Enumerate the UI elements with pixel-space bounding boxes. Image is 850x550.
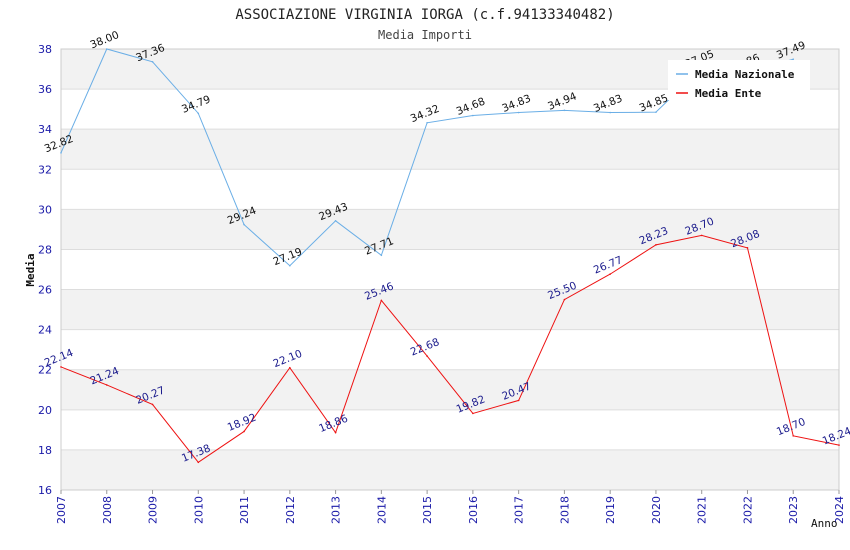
x-tick-label: 2014 xyxy=(375,496,388,524)
x-tick-label: 2009 xyxy=(147,496,160,524)
data-point xyxy=(289,366,291,369)
y-tick-label: 26 xyxy=(38,284,52,297)
data-point xyxy=(243,223,245,226)
y-tick-label: 36 xyxy=(38,83,52,96)
data-point xyxy=(517,399,520,402)
data-point xyxy=(105,48,108,50)
y-tick-label: 32 xyxy=(38,163,52,176)
x-tick-label: 2018 xyxy=(558,496,571,524)
legend: Media Nazionale Media Ente xyxy=(668,60,810,100)
x-tick-label: 2013 xyxy=(330,496,343,524)
plot-frame xyxy=(60,48,840,491)
x-tick-label: 2024 xyxy=(833,496,846,524)
y-tick-label: 24 xyxy=(38,324,52,337)
data-point xyxy=(700,234,703,237)
x-tick-label: 2020 xyxy=(650,496,663,524)
data-point xyxy=(60,152,62,154)
x-tick-label: 2007 xyxy=(55,496,68,524)
plot-band xyxy=(61,129,839,170)
x-tick-label: 2015 xyxy=(421,496,434,524)
data-label: 22.10 xyxy=(272,348,304,370)
data-point xyxy=(197,461,200,464)
data-label: 34.83 xyxy=(592,93,624,115)
data-label: 34.79 xyxy=(180,93,212,115)
data-point xyxy=(609,273,611,275)
data-point xyxy=(426,355,428,357)
y-tick-label: 34 xyxy=(38,123,52,136)
y-tick-label: 20 xyxy=(38,404,52,417)
x-tick-label: 2017 xyxy=(513,496,526,524)
data-point xyxy=(472,412,474,415)
data-label: 18.86 xyxy=(317,413,350,436)
y-tick-label: 18 xyxy=(38,444,52,457)
legend-background xyxy=(668,60,810,100)
series-line-1 xyxy=(60,234,840,464)
x-tick-label: 2008 xyxy=(101,496,114,524)
x-tick-label: 2021 xyxy=(696,496,709,524)
data-point xyxy=(746,247,749,249)
data-point xyxy=(334,431,337,434)
y-tick-label: 38 xyxy=(38,43,52,56)
data-point xyxy=(655,244,657,246)
data-label: 26.77 xyxy=(592,254,624,276)
data-point xyxy=(792,58,795,61)
y-tick-label: 30 xyxy=(38,203,52,216)
y-tick-label: 22 xyxy=(38,364,52,377)
plot-band xyxy=(61,449,839,490)
data-label: 38.00 xyxy=(88,29,120,51)
legend-label-media-ente: Media Ente xyxy=(695,87,762,100)
chart-subtitle: Media Importi xyxy=(378,28,472,42)
x-tick-label: 2012 xyxy=(284,496,297,524)
x-tick-label: 2016 xyxy=(467,496,480,524)
data-point xyxy=(380,299,383,302)
data-label: 34.94 xyxy=(546,90,579,113)
x-axis-label: Anno xyxy=(811,517,838,530)
y-tick-label: 16 xyxy=(38,484,52,497)
data-point xyxy=(563,298,566,301)
data-point xyxy=(243,430,245,433)
data-point xyxy=(838,444,840,446)
data-point xyxy=(197,112,200,115)
data-point xyxy=(609,111,611,114)
y-axis-label: Media xyxy=(24,253,37,286)
data-label: 22.14 xyxy=(43,347,76,370)
data-label: 18.92 xyxy=(226,411,258,433)
data-point xyxy=(380,254,383,257)
data-point xyxy=(105,384,108,386)
data-label: 18.70 xyxy=(775,416,807,438)
data-point xyxy=(563,109,566,112)
data-point xyxy=(426,121,428,124)
y-tick-label: 28 xyxy=(38,243,52,256)
plot-band xyxy=(61,289,839,330)
x-tick-label: 2019 xyxy=(604,496,617,524)
data-point xyxy=(60,366,62,368)
data-point xyxy=(289,264,291,267)
data-point xyxy=(334,219,337,222)
data-point xyxy=(792,435,795,437)
data-point xyxy=(517,111,520,114)
data-point xyxy=(472,114,474,117)
legend-label-media-nazionale: Media Nazionale xyxy=(695,68,795,81)
plot-background-bands xyxy=(61,49,839,490)
x-tick-label: 2011 xyxy=(238,496,251,524)
x-tick-label: 2010 xyxy=(192,496,205,524)
x-tick-label: 2022 xyxy=(741,496,754,524)
data-point xyxy=(151,403,154,406)
chart-title: ASSOCIAZIONE VIRGINIA IORGA (c.f.9413334… xyxy=(235,7,614,23)
data-label: 34.85 xyxy=(638,92,670,114)
plot-band xyxy=(61,209,839,250)
data-point xyxy=(655,111,657,113)
gridlines xyxy=(61,48,839,491)
x-tick-label: 2023 xyxy=(787,496,800,524)
data-point xyxy=(151,61,154,63)
plot-band xyxy=(61,369,839,410)
